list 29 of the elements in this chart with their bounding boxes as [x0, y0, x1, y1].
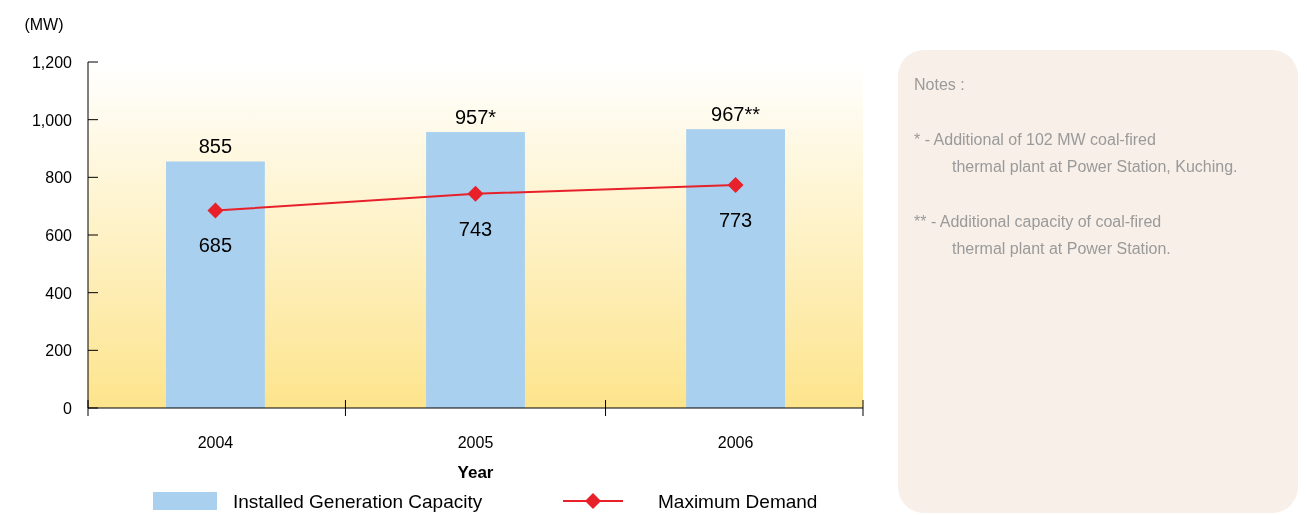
text: Notes : — [914, 76, 965, 93]
data-label: 967** — [711, 103, 761, 126]
x-axis-title: Year — [457, 463, 494, 482]
y-tick-label: 600 — [45, 227, 73, 244]
y-axis-title: (MW) — [24, 16, 64, 33]
data-label: 855 — [198, 135, 233, 158]
y-tick-label: 200 — [45, 342, 73, 360]
data-label: 685 — [198, 234, 233, 257]
text: * - Additional of 102 MW coal-fired thermal plant at Power Station, Kuching. — [914, 131, 1238, 175]
bar — [166, 161, 265, 408]
point — [467, 185, 484, 202]
legend-label: Installed Generation Capacity — [233, 491, 483, 512]
data-label: 773 — [718, 209, 753, 232]
x-tick-label: 2006 — [717, 434, 754, 451]
y-tick-label: 1,200 — [31, 54, 73, 71]
data-label: 743 — [458, 217, 493, 240]
point — [207, 202, 224, 219]
x-tick-label: 2004 — [197, 434, 234, 451]
data-label: 957* — [454, 106, 497, 129]
point — [727, 177, 744, 194]
x-tick-label: 2005 — [457, 434, 494, 451]
y-tick-label: 1,000 — [31, 111, 73, 129]
legend-label: Maximum Demand — [658, 491, 818, 512]
bar — [686, 129, 785, 408]
bar — [426, 132, 525, 408]
text: ** - Additional capacity of coal-fired thermal plant at Power Station. — [914, 213, 1171, 257]
y-tick-label: 0 — [63, 400, 73, 417]
y-tick-label: 400 — [45, 284, 73, 302]
y-tick-label: 800 — [45, 169, 73, 187]
